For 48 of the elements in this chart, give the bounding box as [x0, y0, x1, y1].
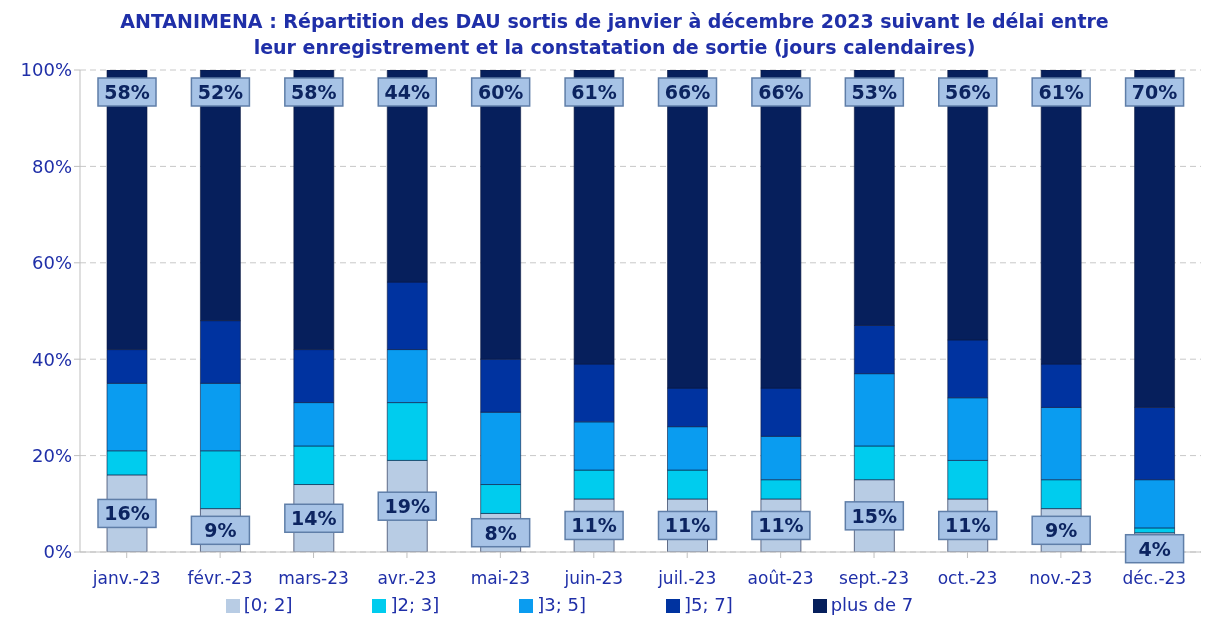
legend-label: ]2; 3] — [390, 594, 440, 615]
x-tick-label: juil.-23 — [657, 568, 717, 589]
legend-label: ]5; 7] — [683, 594, 733, 615]
y-tick-label: 0% — [43, 541, 72, 563]
data-label: 11% — [758, 514, 804, 537]
data-label: 9% — [204, 519, 237, 542]
x-tick-label: oct.-23 — [937, 568, 998, 589]
data-label: 58% — [104, 81, 150, 103]
x-tick-label: janv.-23 — [91, 568, 161, 589]
x-tick-label: déc.-23 — [1122, 568, 1187, 589]
x-tick-label: août-23 — [747, 568, 814, 589]
data-label: 11% — [945, 514, 991, 537]
y-tick-label: 100% — [20, 59, 72, 81]
data-label: 56% — [945, 81, 991, 103]
data-label: 58% — [291, 81, 337, 103]
data-label: 16% — [104, 502, 150, 525]
data-label: 60% — [477, 81, 524, 103]
x-tick-label: juin-23 — [563, 568, 624, 589]
data-label: 52% — [197, 81, 244, 103]
data-label: 44% — [384, 81, 430, 103]
data-label: 61% — [571, 81, 617, 103]
legend-label: plus de 7 — [830, 594, 914, 615]
data-label: 66% — [758, 81, 804, 103]
y-tick-label: 80% — [31, 155, 72, 177]
data-label: 15% — [851, 504, 898, 527]
data-label: 11% — [571, 514, 617, 537]
y-tick-label: 40% — [31, 348, 72, 370]
legend-label: ]3; 5] — [537, 594, 586, 615]
x-tick-label: févr.-23 — [187, 568, 253, 589]
data-label: 61% — [1038, 81, 1084, 103]
x-tick-label: sept.-23 — [839, 568, 910, 589]
y-tick-label: 20% — [31, 444, 72, 466]
data-label: 4% — [1138, 537, 1171, 560]
x-tick-label: avr.-23 — [377, 568, 437, 589]
data-label: 11% — [664, 514, 711, 537]
data-label: 66% — [664, 81, 711, 103]
chart-title: ANTANIMENA : Répartition des DAU sortis de janvier à décembre 2023 suivant le délai entre leur enregistrement et la constatation de sortie (jours calendaires) — [119, 9, 1110, 60]
data-label: 70% — [1131, 81, 1178, 103]
y-tick-label: 60% — [31, 252, 72, 274]
x-tick-label: mars-23 — [278, 568, 349, 589]
legend-label: [0; 2] — [243, 594, 293, 615]
x-tick-label: mai-23 — [470, 568, 531, 589]
data-label: 53% — [851, 81, 898, 103]
x-tick-label: nov.-23 — [1029, 568, 1093, 589]
data-label: 14% — [291, 507, 337, 530]
data-label: 19% — [384, 495, 430, 518]
data-label: 8% — [484, 521, 517, 544]
data-label: 9% — [1045, 519, 1078, 542]
